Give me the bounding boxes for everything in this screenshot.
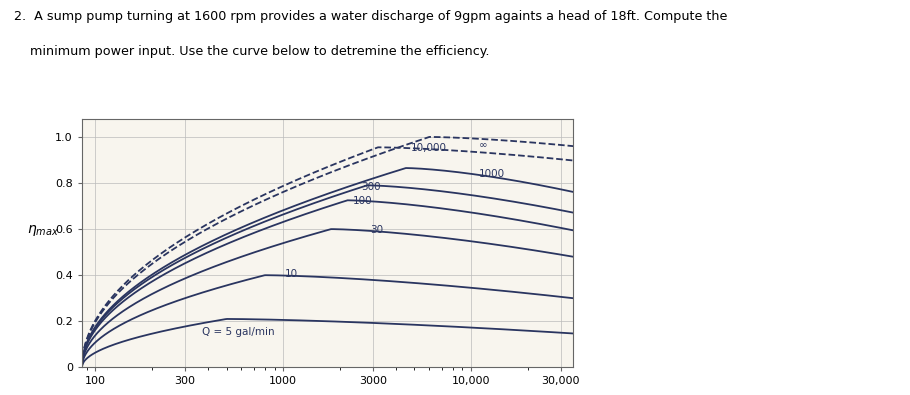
Text: 2.  A sump pump turning at 1600 rpm provides a water discharge of 9gpm againts a: 2. A sump pump turning at 1600 rpm provi… [14, 10, 727, 23]
Text: 10: 10 [285, 269, 298, 279]
Text: minimum power input. Use the curve below to detremine the efficiency.: minimum power input. Use the curve below… [14, 45, 490, 58]
Text: $\eta_{max}$: $\eta_{max}$ [26, 223, 58, 238]
Text: 10,000: 10,000 [411, 143, 447, 153]
Text: Q = 5 gal/min: Q = 5 gal/min [202, 327, 275, 337]
Text: 30: 30 [370, 225, 383, 235]
Text: 100: 100 [353, 196, 372, 207]
Text: 300: 300 [361, 182, 380, 192]
Text: ∞: ∞ [479, 140, 488, 150]
Text: 1000: 1000 [479, 169, 505, 179]
